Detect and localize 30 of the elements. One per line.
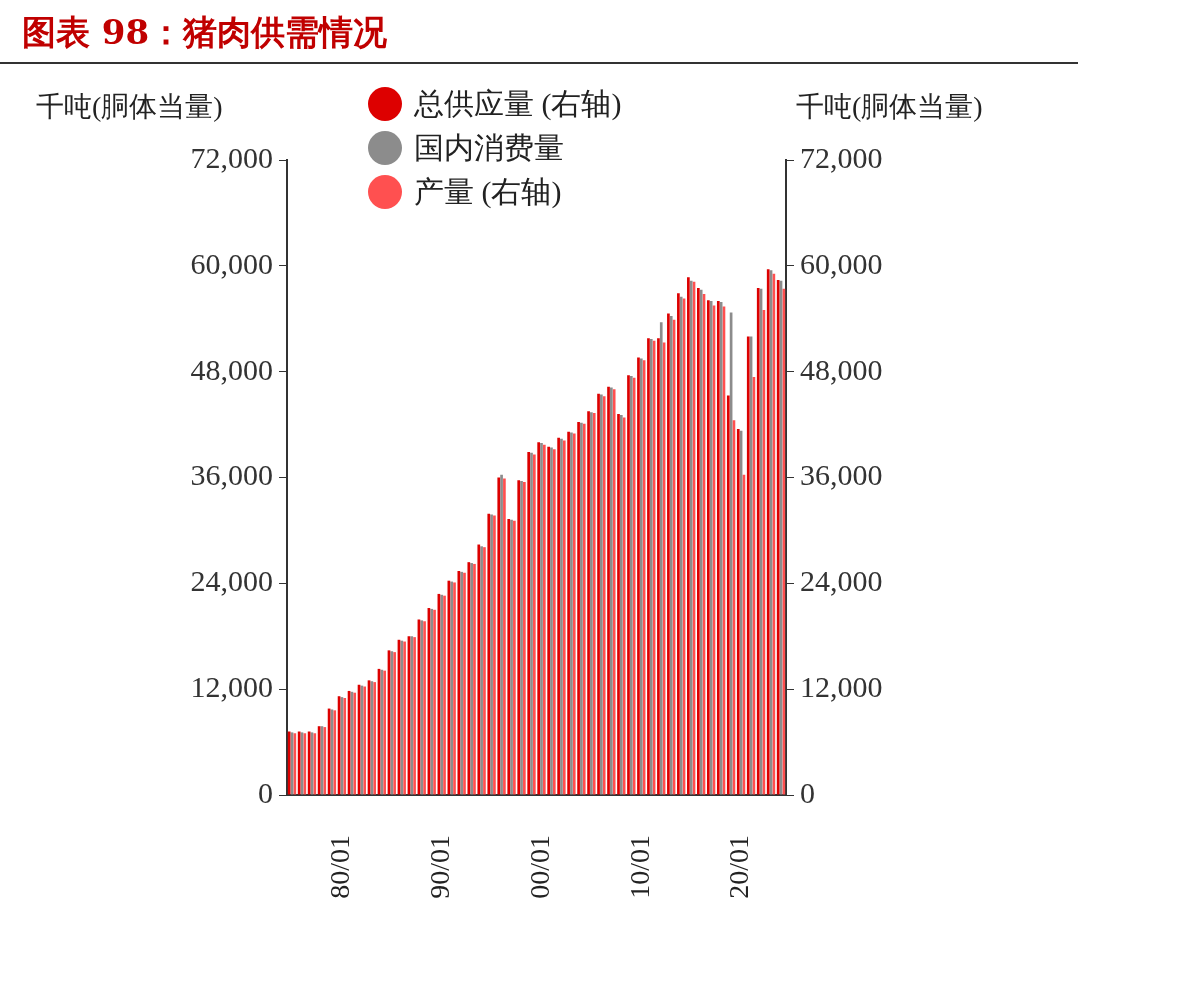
legend-label: 总供应量 (右轴) bbox=[414, 85, 622, 122]
y-tick-label: 72,000 bbox=[190, 140, 273, 174]
y2-tick-label: 60,000 bbox=[800, 246, 883, 280]
y2-axis-title: 千吨(胴体当量) bbox=[796, 90, 983, 124]
y-tick-label: 48,000 bbox=[190, 352, 273, 386]
y2-tick-label: 36,000 bbox=[800, 458, 883, 492]
x-tick-label: 80/01 bbox=[324, 835, 356, 899]
y2-tick-label: 24,000 bbox=[800, 564, 883, 598]
x-tick-label: 10/01 bbox=[623, 835, 655, 899]
y2-tick-label: 0 bbox=[800, 775, 815, 809]
chart-title: 图表 98：猪肉供需情况 bbox=[22, 11, 388, 54]
legend-label: 产量 (右轴) bbox=[414, 173, 562, 210]
y-tick-label: 12,000 bbox=[190, 670, 273, 704]
bar bbox=[659, 322, 663, 795]
y-tick-label: 0 bbox=[258, 775, 273, 809]
y2-tick-label: 12,000 bbox=[800, 670, 883, 704]
x-tick-label: 90/01 bbox=[424, 835, 456, 899]
y-tick-label: 36,000 bbox=[190, 458, 273, 492]
bar bbox=[657, 338, 660, 795]
y-axis-title: 千吨(胴体当量) bbox=[36, 90, 223, 124]
x-tick-label: 20/01 bbox=[723, 835, 755, 899]
y-tick-label: 24,000 bbox=[190, 564, 273, 598]
bar bbox=[726, 395, 730, 795]
bar bbox=[503, 478, 506, 795]
y2-tick-label: 72,000 bbox=[800, 140, 883, 174]
bar bbox=[782, 288, 786, 795]
y2-tick-label: 48,000 bbox=[800, 352, 883, 386]
legend-label: 国内消费量 bbox=[414, 129, 564, 166]
y-tick-label: 60,000 bbox=[190, 246, 273, 280]
x-tick-label: 00/01 bbox=[523, 835, 555, 899]
